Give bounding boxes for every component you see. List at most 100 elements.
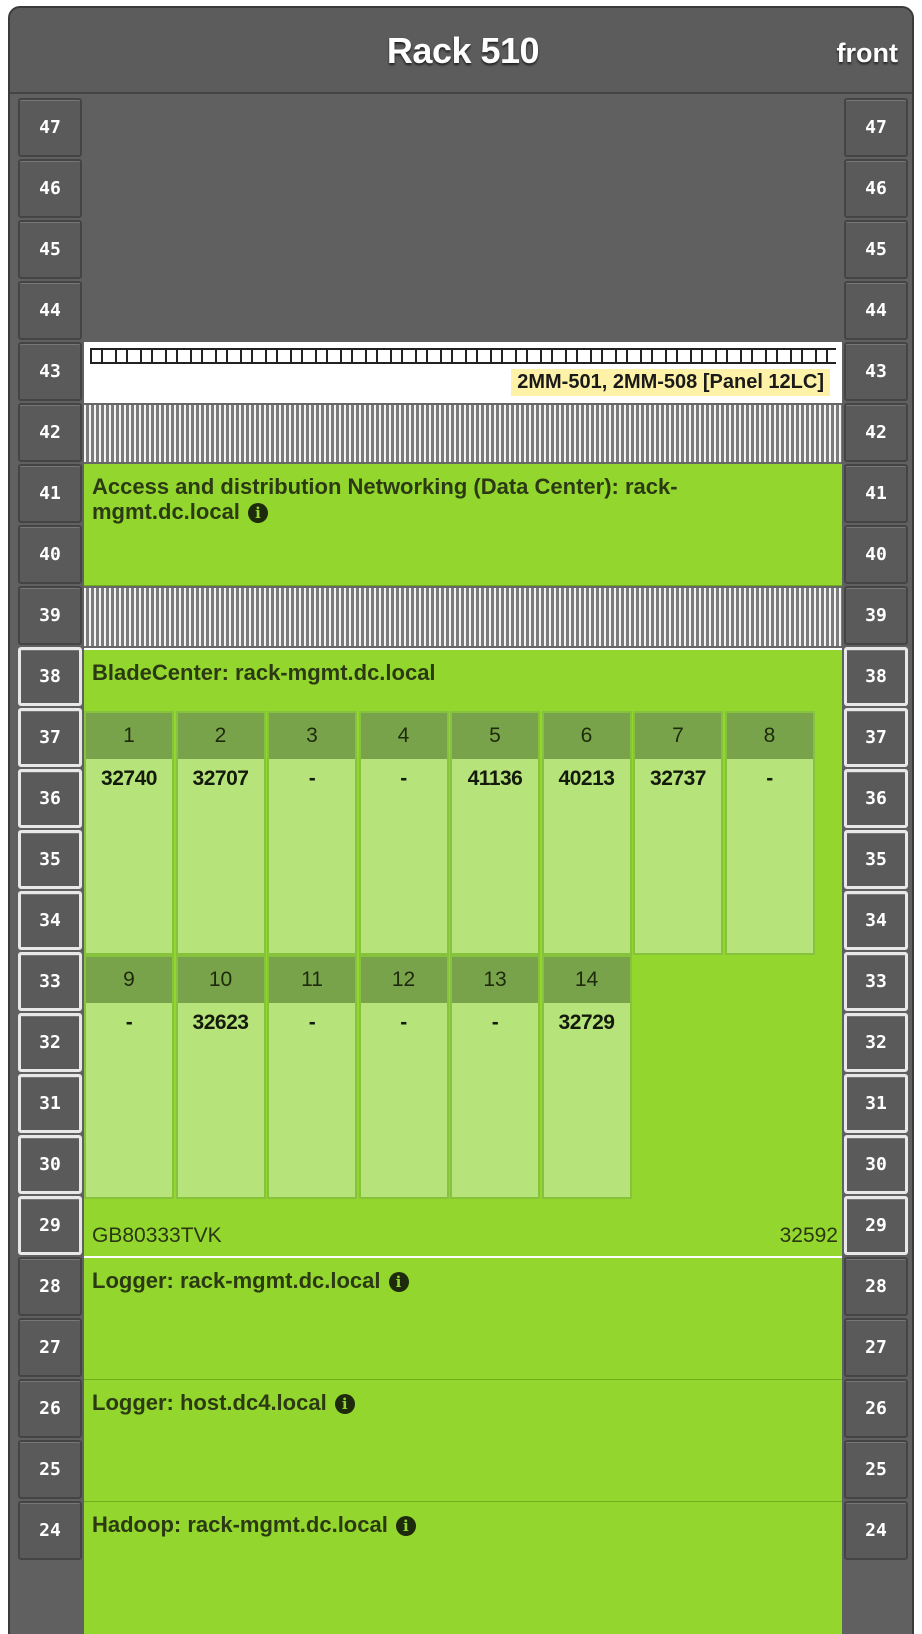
blade-bay-number: 13 [452,957,538,1003]
unit-number: 39 [844,586,908,645]
unit-number: 44 [844,281,908,340]
blade-bay-value: - [400,1011,407,1034]
blade-bay[interactable]: 10 32623 [175,955,266,1199]
bladecenter-serial: GB80333TVK [92,1224,222,1247]
blank-filler-panel [84,403,842,464]
blade-bay-number: 9 [86,957,172,1003]
device-title: Access and distribution Networking (Data… [92,474,812,524]
device-title: Logger: rack-mgmt.dc.local i [92,1268,812,1293]
unit-number: 36 [18,769,82,828]
rack-title: Rack 510 [386,30,540,71]
unit-number: 27 [844,1318,908,1377]
unit-number: 45 [18,220,82,279]
device-title-text: Logger: host.dc4.local [92,1390,327,1415]
device-title: Logger: host.dc4.local i [92,1390,812,1415]
device-title-text: Access and distribution Networking (Data… [92,474,678,524]
rack-view: Rack 510 front 47 46 45 44 43 42 41 40 39 38 37 36 3… [8,6,914,1634]
blade-bay-value: 41136 [467,767,523,790]
unit-number: 45 [844,220,908,279]
blade-bay-value: - [400,767,407,790]
blade-bay[interactable]: 14 32729 [541,955,632,1199]
unit-number: 32 [844,1013,908,1072]
unit-number: 34 [18,891,82,950]
blade-bay-number: 7 [635,713,721,759]
device-title: BladeCenter: rack-mgmt.dc.local [92,660,436,685]
unit-number: 42 [18,403,82,462]
blade-bay[interactable]: 13 - [450,955,540,1199]
rack-side-toggle[interactable]: front [836,38,898,68]
unit-number: 28 [18,1257,82,1316]
device-logger[interactable]: Logger: host.dc4.local i [84,1380,842,1502]
unit-number: 26 [844,1379,908,1438]
unit-number: 25 [18,1440,82,1499]
patch-panel-ports [90,348,836,364]
unit-number: 39 [18,586,82,645]
unit-number: 37 [844,708,908,767]
device-title-text: Logger: rack-mgmt.dc.local [92,1268,381,1293]
info-icon[interactable]: i [334,1394,355,1414]
info-icon[interactable]: i [395,1516,416,1536]
unit-number: 30 [18,1135,82,1194]
blade-bay-number: 8 [726,713,813,759]
info-icon[interactable]: i [247,503,268,523]
blade-bay-number: 6 [543,713,630,759]
blade-bay[interactable]: 5 41136 [450,711,540,955]
unit-number: 35 [844,830,908,889]
unit-number: 35 [18,830,82,889]
unit-number: 47 [18,98,82,157]
device-bladecenter[interactable]: BladeCenter: rack-mgmt.dc.local 1 32740 2 3… [84,648,842,1258]
blade-bay-number: 4 [360,713,447,759]
unit-number: 33 [844,952,908,1011]
unit-number: 34 [844,891,908,950]
blade-bay[interactable]: 6 40213 [541,711,632,955]
blade-bay[interactable]: 4- [358,711,449,955]
rack-header: Rack 510 front [10,8,912,94]
unit-number: 31 [18,1074,82,1133]
unit-number: 25 [844,1440,908,1499]
blade-bay-value: 32729 [558,1011,615,1034]
unit-number: 30 [844,1135,908,1194]
device-hadoop[interactable]: Hadoop: rack-mgmt.dc.local i [84,1502,842,1634]
unit-number: 41 [18,464,82,523]
unit-number: 24 [18,1501,82,1560]
info-icon[interactable]: i [388,1272,409,1292]
blade-bay[interactable]: 9- [84,955,174,1199]
blade-bay-value: 32707 [192,767,249,790]
blade-bay-value: 40213 [558,767,615,790]
blade-bay-value: 32737 [650,767,706,790]
unit-number: 44 [18,281,82,340]
device-networking[interactable]: Access and distribution Networking (Data… [84,464,842,586]
blade-bay[interactable]: 8- [724,711,815,955]
blade-bay[interactable]: 11 - [267,955,357,1199]
blade-bay-number: 1 [86,713,172,759]
patch-panel-label: 2MM-501, 2MM-508 [Panel 12LC] [511,369,830,396]
blade-bay-number: 11 [269,957,355,1003]
blade-bay-value: - [125,1011,133,1034]
unit-number: 27 [18,1318,82,1377]
blade-bay-number: 3 [269,713,355,759]
unit-number: 32 [18,1013,82,1072]
blade-bay-value: - [766,767,773,790]
empty-slot [84,98,842,342]
unit-number: 41 [844,464,908,523]
blade-bay[interactable]: 12 - [358,955,449,1199]
blade-bay-number: 10 [177,957,264,1003]
device-title-text: Hadoop: rack-mgmt.dc.local [92,1512,388,1537]
blade-bay[interactable]: 2 32707 [175,711,266,955]
unit-number: 46 [18,159,82,218]
bladecenter-asset-id: 32592 [779,1224,838,1247]
unit-number: 43 [18,342,82,401]
unit-number: 24 [844,1501,908,1560]
blade-bay[interactable]: 3- [267,711,357,955]
blade-bay[interactable]: 7 32737 [633,711,723,955]
blade-bay-number: 14 [543,957,630,1003]
device-logger[interactable]: Logger: rack-mgmt.dc.local i [84,1258,842,1380]
unit-number: 36 [844,769,908,828]
unit-number: 28 [844,1257,908,1316]
patch-panel[interactable]: 2MM-501, 2MM-508 [Panel 12LC] [84,342,842,403]
blade-bay[interactable]: 1 32740 [84,711,174,955]
unit-number: 29 [844,1196,908,1255]
blank-filler-panel [84,586,842,648]
unit-number: 42 [844,403,908,462]
blade-bay-value: 32623 [192,1011,249,1034]
